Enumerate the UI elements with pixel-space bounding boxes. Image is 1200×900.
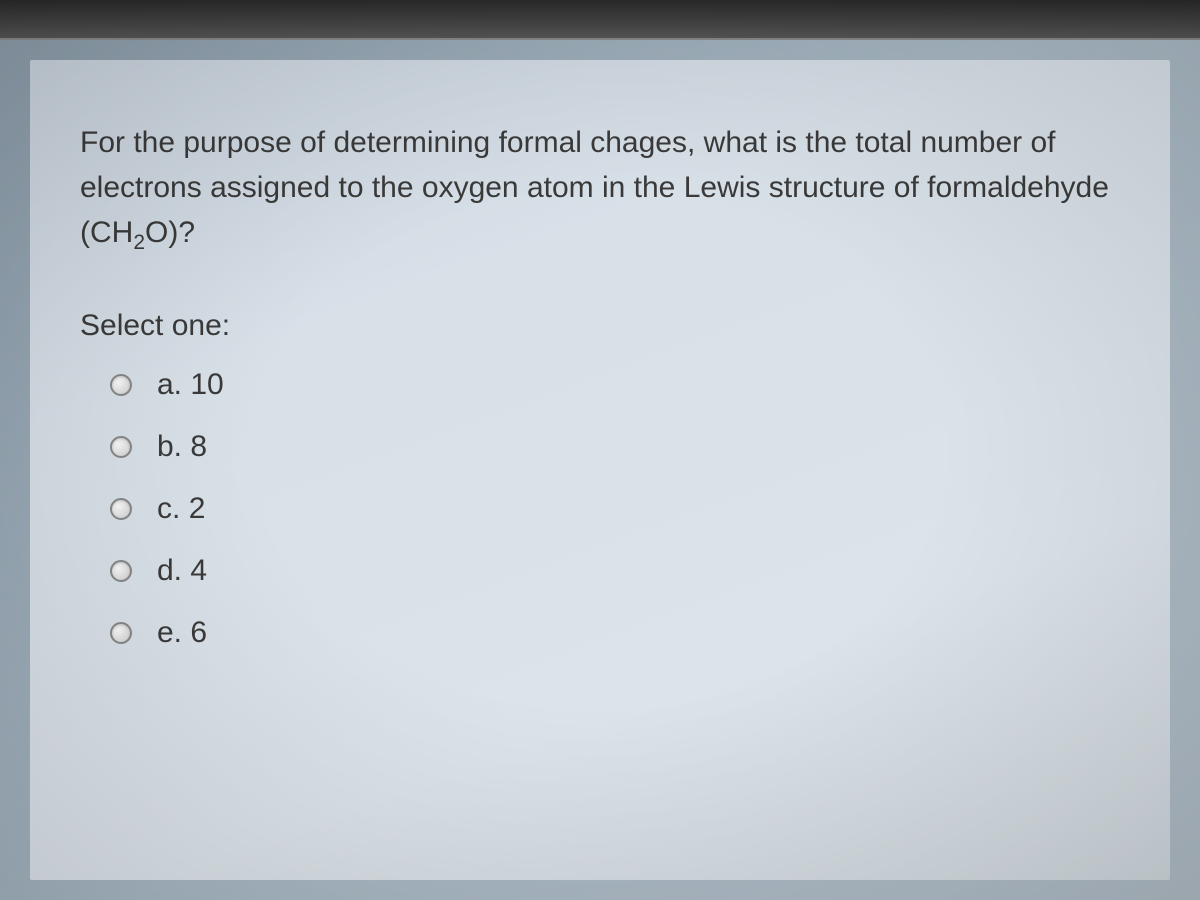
option-c[interactable]: c. 2 (110, 492, 1120, 526)
option-label: b. 8 (157, 430, 207, 464)
question-text-part2: O)? (145, 216, 195, 249)
radio-icon[interactable] (110, 374, 132, 396)
question-text-part1: For the purpose of determining formal ch… (80, 126, 1109, 249)
question-panel: For the purpose of determining formal ch… (30, 60, 1170, 880)
option-letter: b. (157, 430, 182, 463)
option-e[interactable]: e. 6 (110, 616, 1120, 650)
option-a[interactable]: a. 10 (110, 368, 1120, 402)
option-label: d. 4 (157, 554, 207, 588)
option-value: 4 (190, 554, 207, 587)
radio-icon[interactable] (110, 498, 132, 520)
option-letter: e. (157, 616, 182, 649)
option-letter: a. (157, 368, 182, 401)
select-one-label: Select one: (80, 309, 1120, 343)
option-value: 8 (190, 430, 207, 463)
formula-subscript: 2 (133, 231, 145, 254)
option-letter: c. (157, 492, 180, 525)
radio-icon[interactable] (110, 622, 132, 644)
option-value: 10 (190, 368, 223, 401)
option-label: c. 2 (157, 492, 205, 526)
option-b[interactable]: b. 8 (110, 430, 1120, 464)
option-label: e. 6 (157, 616, 207, 650)
option-letter: d. (157, 554, 182, 587)
options-list: a. 10 b. 8 c. 2 d. 4 (80, 368, 1120, 650)
option-value: 6 (190, 616, 207, 649)
radio-icon[interactable] (110, 560, 132, 582)
question-text: For the purpose of determining formal ch… (80, 120, 1120, 259)
radio-icon[interactable] (110, 436, 132, 458)
option-label: a. 10 (157, 368, 224, 402)
option-d[interactable]: d. 4 (110, 554, 1120, 588)
top-bar (0, 0, 1200, 40)
option-value: 2 (189, 492, 206, 525)
